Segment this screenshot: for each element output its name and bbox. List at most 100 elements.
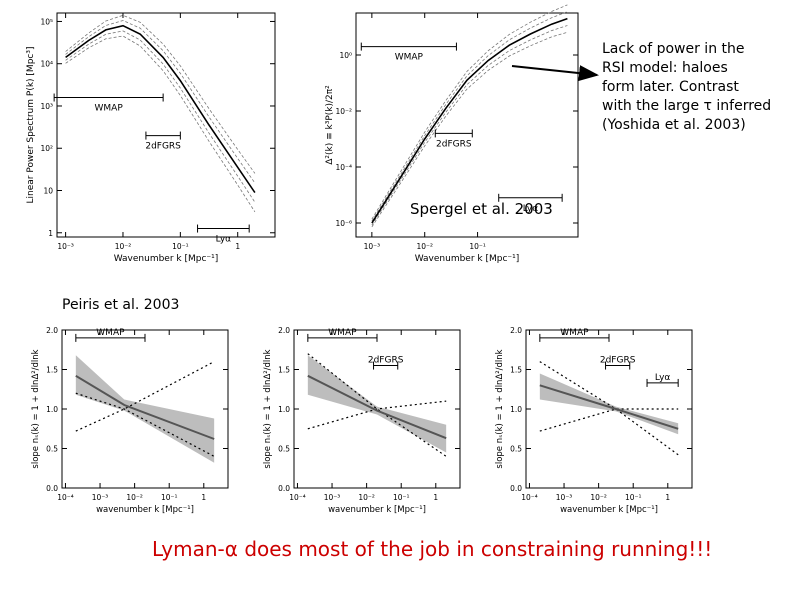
y-tick-label: 1.5 (46, 366, 58, 375)
x-tick-label: 1 (433, 493, 438, 502)
slope-chart-wmap-2dfgrs-lya: 10⁻⁴ 10⁻³ 10⁻² 10⁻¹ 1 0.0 0.5 1.0 1.5 2.0 wavenumb… (495, 326, 693, 515)
model-curve (371, 31, 568, 228)
x-tick-label: 10⁻² (590, 493, 607, 502)
x-axis-label: wavenumber k [Mpc⁻¹] (328, 505, 426, 515)
note-line: with the large τ inferred (602, 98, 772, 114)
prior-bound-line (75, 361, 215, 432)
y-tick-label: 1 (48, 229, 53, 238)
x-tick-label: 1 (665, 493, 670, 502)
model-curve (371, 11, 568, 222)
y-tick-label: 2.0 (46, 326, 58, 335)
y-axis-label: Linear Power Spectrum P(k) [Mpc³] (26, 47, 36, 204)
peiris-citation: Peiris et al. 2003 (62, 297, 180, 313)
y-tick-label: 0.5 (46, 445, 58, 454)
note-line: Lack of power in the (602, 41, 745, 57)
conclusion-text: Lyman-α does most of the job in constrai… (152, 537, 713, 561)
x-axis-label: Wavenumber k [Mpc⁻¹] (114, 254, 219, 264)
range-label: Lyα (523, 204, 539, 214)
model-curve (65, 20, 256, 184)
x-tick-label: 10⁻¹ (625, 493, 642, 502)
range-label: WMAP (96, 328, 125, 338)
model-curve (371, 4, 568, 220)
y-tick-label: 0.0 (46, 484, 58, 493)
range-label: 2dFGRS (436, 139, 472, 149)
y-tick-label: 0.0 (278, 484, 290, 493)
y-tick-label: 2.0 (278, 326, 290, 335)
y-tick-label: 10⁻⁴ (335, 163, 352, 172)
y-tick-label: 10⁵ (40, 17, 53, 26)
y-tick-label: 10⁰ (339, 51, 352, 60)
prior-bound-line (75, 392, 215, 457)
x-tick-label: 10⁻² (115, 242, 132, 251)
x-axis-label: wavenumber k [Mpc⁻¹] (96, 505, 194, 515)
x-tick-label: 10⁻¹ (172, 242, 189, 251)
x-tick-label: 10⁻¹ (469, 242, 486, 251)
x-tick-label: 10⁻² (416, 242, 433, 251)
model-curve (371, 25, 568, 226)
y-tick-label: 1.5 (278, 366, 290, 375)
y-tick-label: 10⁻² (335, 107, 352, 116)
y-tick-label: 0.5 (510, 445, 522, 454)
range-label: WMAP (560, 328, 589, 338)
model-curve (65, 30, 256, 203)
prior-bound-line (539, 361, 679, 456)
plot-frame (355, 12, 579, 238)
best-fit-line (307, 374, 447, 440)
y-tick-label: 1.0 (510, 405, 522, 414)
x-tick-label: 10⁻⁴ (521, 493, 538, 502)
y-tick-label: 1.0 (46, 405, 58, 414)
y-axis-label: slope nₛ(k) = 1 + dlnΔ²/dlnk (495, 349, 505, 468)
best-fit-line (539, 384, 679, 430)
range-label: 2dFGRS (145, 142, 181, 152)
spectrum-curve (65, 24, 256, 194)
note-line: RSI model: haloes (602, 60, 728, 76)
x-tick-label: 1 (201, 493, 206, 502)
y-tick-label: 10³ (40, 102, 53, 111)
power-spectrum-chart: 10⁻³ 10⁻² 10⁻¹ 1 1 10 10² 10³ 10⁴ 10⁵ Wavenumber k… (26, 12, 276, 264)
slope-chart-wmap: 10⁻⁴ 10⁻³ 10⁻² 10⁻¹ 1 0.0 0.5 1.0 1.5 2.0 wavenumb… (31, 326, 229, 515)
confidence-band (539, 373, 679, 435)
plot-frame (56, 12, 276, 238)
x-tick-label: 10⁻⁴ (289, 493, 306, 502)
best-fit-line (75, 374, 215, 440)
slope-chart-wmap-2dfgrs: 10⁻⁴ 10⁻³ 10⁻² 10⁻¹ 1 0.0 0.5 1.0 1.5 2.0 wavenumb… (263, 326, 461, 515)
x-tick-label: 10⁻² (126, 493, 143, 502)
x-tick-label: 10⁻³ (364, 242, 381, 251)
y-tick-label: 10² (40, 144, 53, 153)
y-tick-label: 10 (43, 187, 53, 196)
range-label: WMAP (328, 328, 357, 338)
y-tick-label: 2.0 (510, 326, 522, 335)
range-label: WMAP (395, 53, 424, 63)
y-tick-label: 10⁴ (40, 60, 53, 69)
x-tick-label: 10⁻⁴ (57, 493, 74, 502)
x-tick-label: 1 (235, 242, 240, 251)
x-tick-label: 10⁻¹ (161, 493, 178, 502)
confidence-band (75, 355, 215, 463)
x-tick-label: 10⁻³ (324, 493, 341, 502)
x-tick-label: 10⁻¹ (393, 493, 410, 502)
note-line: form later. Contrast (602, 79, 739, 95)
note-line: (Yoshida et al. 2003) (602, 117, 746, 133)
y-axis-label: slope nₛ(k) = 1 + dlnΔ²/dlnk (31, 349, 41, 468)
range-label: Lyα (655, 373, 671, 383)
range-label: 2dFGRS (600, 356, 636, 366)
range-label: 2dFGRS (368, 356, 404, 366)
x-axis-label: Wavenumber k [Mpc⁻¹] (415, 254, 520, 264)
x-tick-label: 10⁻³ (92, 493, 109, 502)
spectrum-curve (371, 17, 568, 224)
delta-squared-chart: 10⁻³ 10⁻² 10⁻¹ 10⁰ 10⁻² 10⁻⁴ 10⁻⁶ Wavenumber k … (325, 4, 579, 264)
range-label: Lyα (216, 235, 232, 245)
x-tick-label: 10⁻² (358, 493, 375, 502)
y-tick-label: 1.5 (510, 366, 522, 375)
rsi-model-note: Lack of power in the RSI model: haloes f… (602, 40, 792, 135)
x-axis-label: wavenumber k [Mpc⁻¹] (560, 505, 658, 515)
range-label: WMAP (95, 104, 124, 114)
y-tick-label: 0.5 (278, 445, 290, 454)
confidence-band (307, 355, 447, 453)
annotation-arrow (511, 65, 599, 82)
prior-bound-line (307, 400, 447, 430)
x-tick-label: 10⁻³ (57, 242, 74, 251)
y-axis-label: slope nₛ(k) = 1 + dlnΔ²/dlnk (263, 349, 273, 468)
